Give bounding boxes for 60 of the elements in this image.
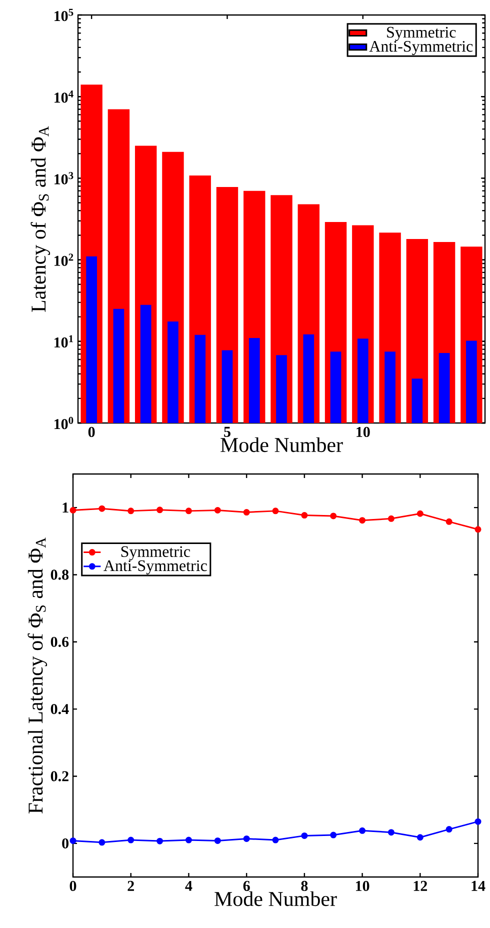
y-axis-title: Latency of Φ$_{S}$ and Φ$_{A}$: [30, 126, 50, 312]
point: [272, 508, 279, 514]
point: [474, 526, 482, 533]
y-tick-label: 10$^{1}$: [54, 335, 74, 348]
y-tick-label: 0.6: [50, 636, 69, 648]
point: [301, 832, 308, 839]
y-tick-label: 0: [62, 838, 68, 848]
point: [214, 837, 221, 844]
y-tick-label: 10$^{4}$: [54, 90, 74, 103]
y-tick-label: 1: [62, 502, 68, 513]
point: [446, 518, 452, 525]
y-tick-label: 10$^{0}$: [54, 416, 74, 430]
legend-label: Symmetric: [387, 26, 456, 41]
x-tick-label: 5: [224, 426, 230, 437]
point: [330, 832, 337, 838]
point: [70, 837, 76, 844]
legend-label: Anti-Symmetric: [104, 560, 207, 574]
x-tick-label: 4: [185, 880, 192, 891]
point: [359, 517, 366, 524]
x-tick-label: 8: [301, 880, 308, 892]
point: [416, 834, 424, 841]
legend-label: Symmetric: [121, 546, 190, 560]
y-axis-title: Fractional Latency of Φ$_{S}$ and Φ$_{A}$: [28, 537, 48, 814]
x-tick-label: 14: [472, 880, 486, 891]
point: [185, 508, 192, 514]
x-tick-label: 10: [356, 880, 370, 892]
x-tick-label: 2: [128, 880, 134, 891]
x-tick-label: 12: [414, 880, 427, 891]
x-axis-title: Mode Number: [214, 891, 337, 906]
point: [446, 826, 452, 833]
point: [128, 508, 134, 514]
point: [98, 505, 106, 512]
point: [185, 836, 192, 844]
point: [156, 506, 164, 514]
point: [388, 829, 394, 836]
point: [156, 838, 164, 844]
x-tick-label: 10: [356, 426, 370, 438]
point: [98, 839, 106, 846]
point: [128, 836, 134, 844]
point: [359, 827, 366, 834]
point: [474, 818, 482, 825]
x-tick-label: 0: [88, 426, 95, 438]
y-tick-label: 10$^{3}$: [54, 172, 74, 184]
point: [243, 835, 250, 842]
legend-label: Anti-Symmetric: [369, 41, 473, 56]
point: [388, 515, 394, 522]
point: [243, 509, 250, 516]
point: [214, 507, 221, 514]
y-tick-label: 0.8: [50, 570, 69, 580]
x-tick-label: 6: [243, 880, 250, 892]
point: [416, 510, 424, 517]
point: [272, 836, 279, 844]
point: [301, 512, 308, 519]
point: [70, 507, 76, 514]
y-tick-label: 10$^{2}$: [54, 254, 74, 266]
y-tick-label: 0.2: [50, 771, 68, 782]
y-tick-label: 0.4: [50, 704, 69, 714]
y-tick-label: 10$^{5}$: [54, 8, 74, 22]
point: [330, 512, 337, 520]
x-axis-title: Mode Number: [220, 437, 343, 452]
